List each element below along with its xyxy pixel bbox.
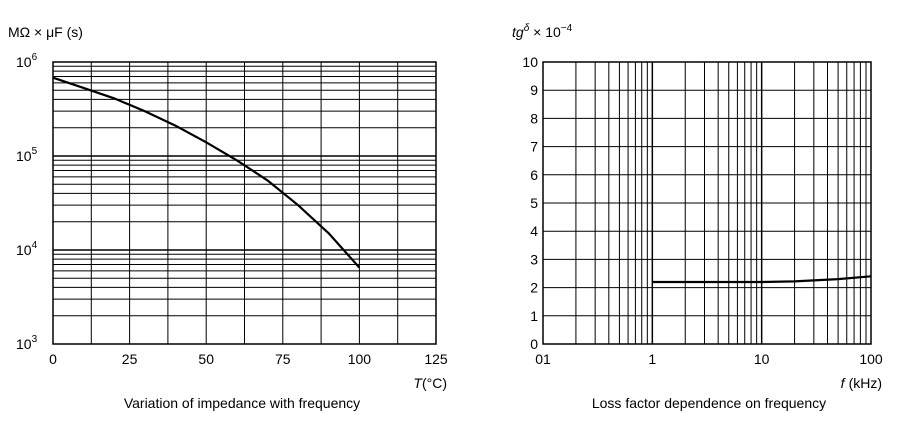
impedance-x-tick-label: 25 (122, 351, 138, 367)
loss-factor-y-tick-label: 5 (530, 195, 538, 211)
loss-factor-y-tick-label: 1 (530, 308, 538, 324)
loss-factor-x-tick-label: 01 (535, 351, 551, 367)
impedance-xlabel: T(°C) (413, 375, 447, 391)
impedance-y-tick-label: 103 (16, 334, 38, 352)
impedance-chart: MΩ × μF (s) 0 25 50 75 100 125 103 104 105 106 T(… (8, 24, 448, 411)
loss-factor-series-line (652, 275, 872, 284)
impedance-plot-frame (52, 61, 437, 345)
loss-factor-xlabel: f (kHz) (841, 375, 882, 391)
loss-factor-y-tick-label: 10 (522, 54, 538, 70)
impedance-series-line (52, 76, 361, 269)
loss-factor-x-tick-label: 1 (648, 351, 656, 367)
loss-factor-x-tick-label: 100 (859, 351, 883, 367)
loss-factor-y-tick-label: 4 (530, 223, 538, 239)
impedance-x-tick-label: 0 (49, 351, 57, 367)
impedance-x-tick-label: 125 (424, 351, 448, 367)
loss-factor-chart-caption: Loss factor dependence on frequency (592, 395, 826, 411)
impedance-chart-caption: Variation of impedance with frequency (124, 395, 360, 411)
impedance-tick-labels: 0 25 50 75 100 125 103 104 105 106 (16, 52, 448, 367)
impedance-x-tick-label: 75 (275, 351, 291, 367)
impedance-y-tick-label: 105 (16, 146, 38, 164)
loss-factor-grid (543, 62, 871, 344)
loss-factor-y-tick-label: 0 (530, 336, 538, 352)
loss-factor-plot-frame (542, 61, 872, 345)
impedance-x-tick-label: 50 (198, 351, 214, 367)
impedance-y-tick-label: 104 (16, 240, 38, 258)
impedance-ylabel: MΩ × μF (s) (8, 24, 83, 40)
loss-factor-y-tick-label: 7 (530, 139, 538, 155)
loss-factor-y-tick-label: 3 (530, 251, 538, 267)
loss-factor-x-tick-label: 10 (754, 351, 770, 367)
loss-factor-ylabel: tgδ × 10−4 (512, 23, 573, 40)
loss-factor-y-tick-label: 8 (530, 110, 538, 126)
loss-factor-y-tick-label: 9 (530, 82, 538, 98)
loss-factor-y-tick-label: 2 (530, 280, 538, 296)
loss-factor-y-tick-label: 6 (530, 167, 538, 183)
impedance-grid (53, 62, 436, 344)
impedance-x-tick-label: 100 (348, 351, 372, 367)
impedance-y-tick-label: 106 (16, 52, 38, 70)
